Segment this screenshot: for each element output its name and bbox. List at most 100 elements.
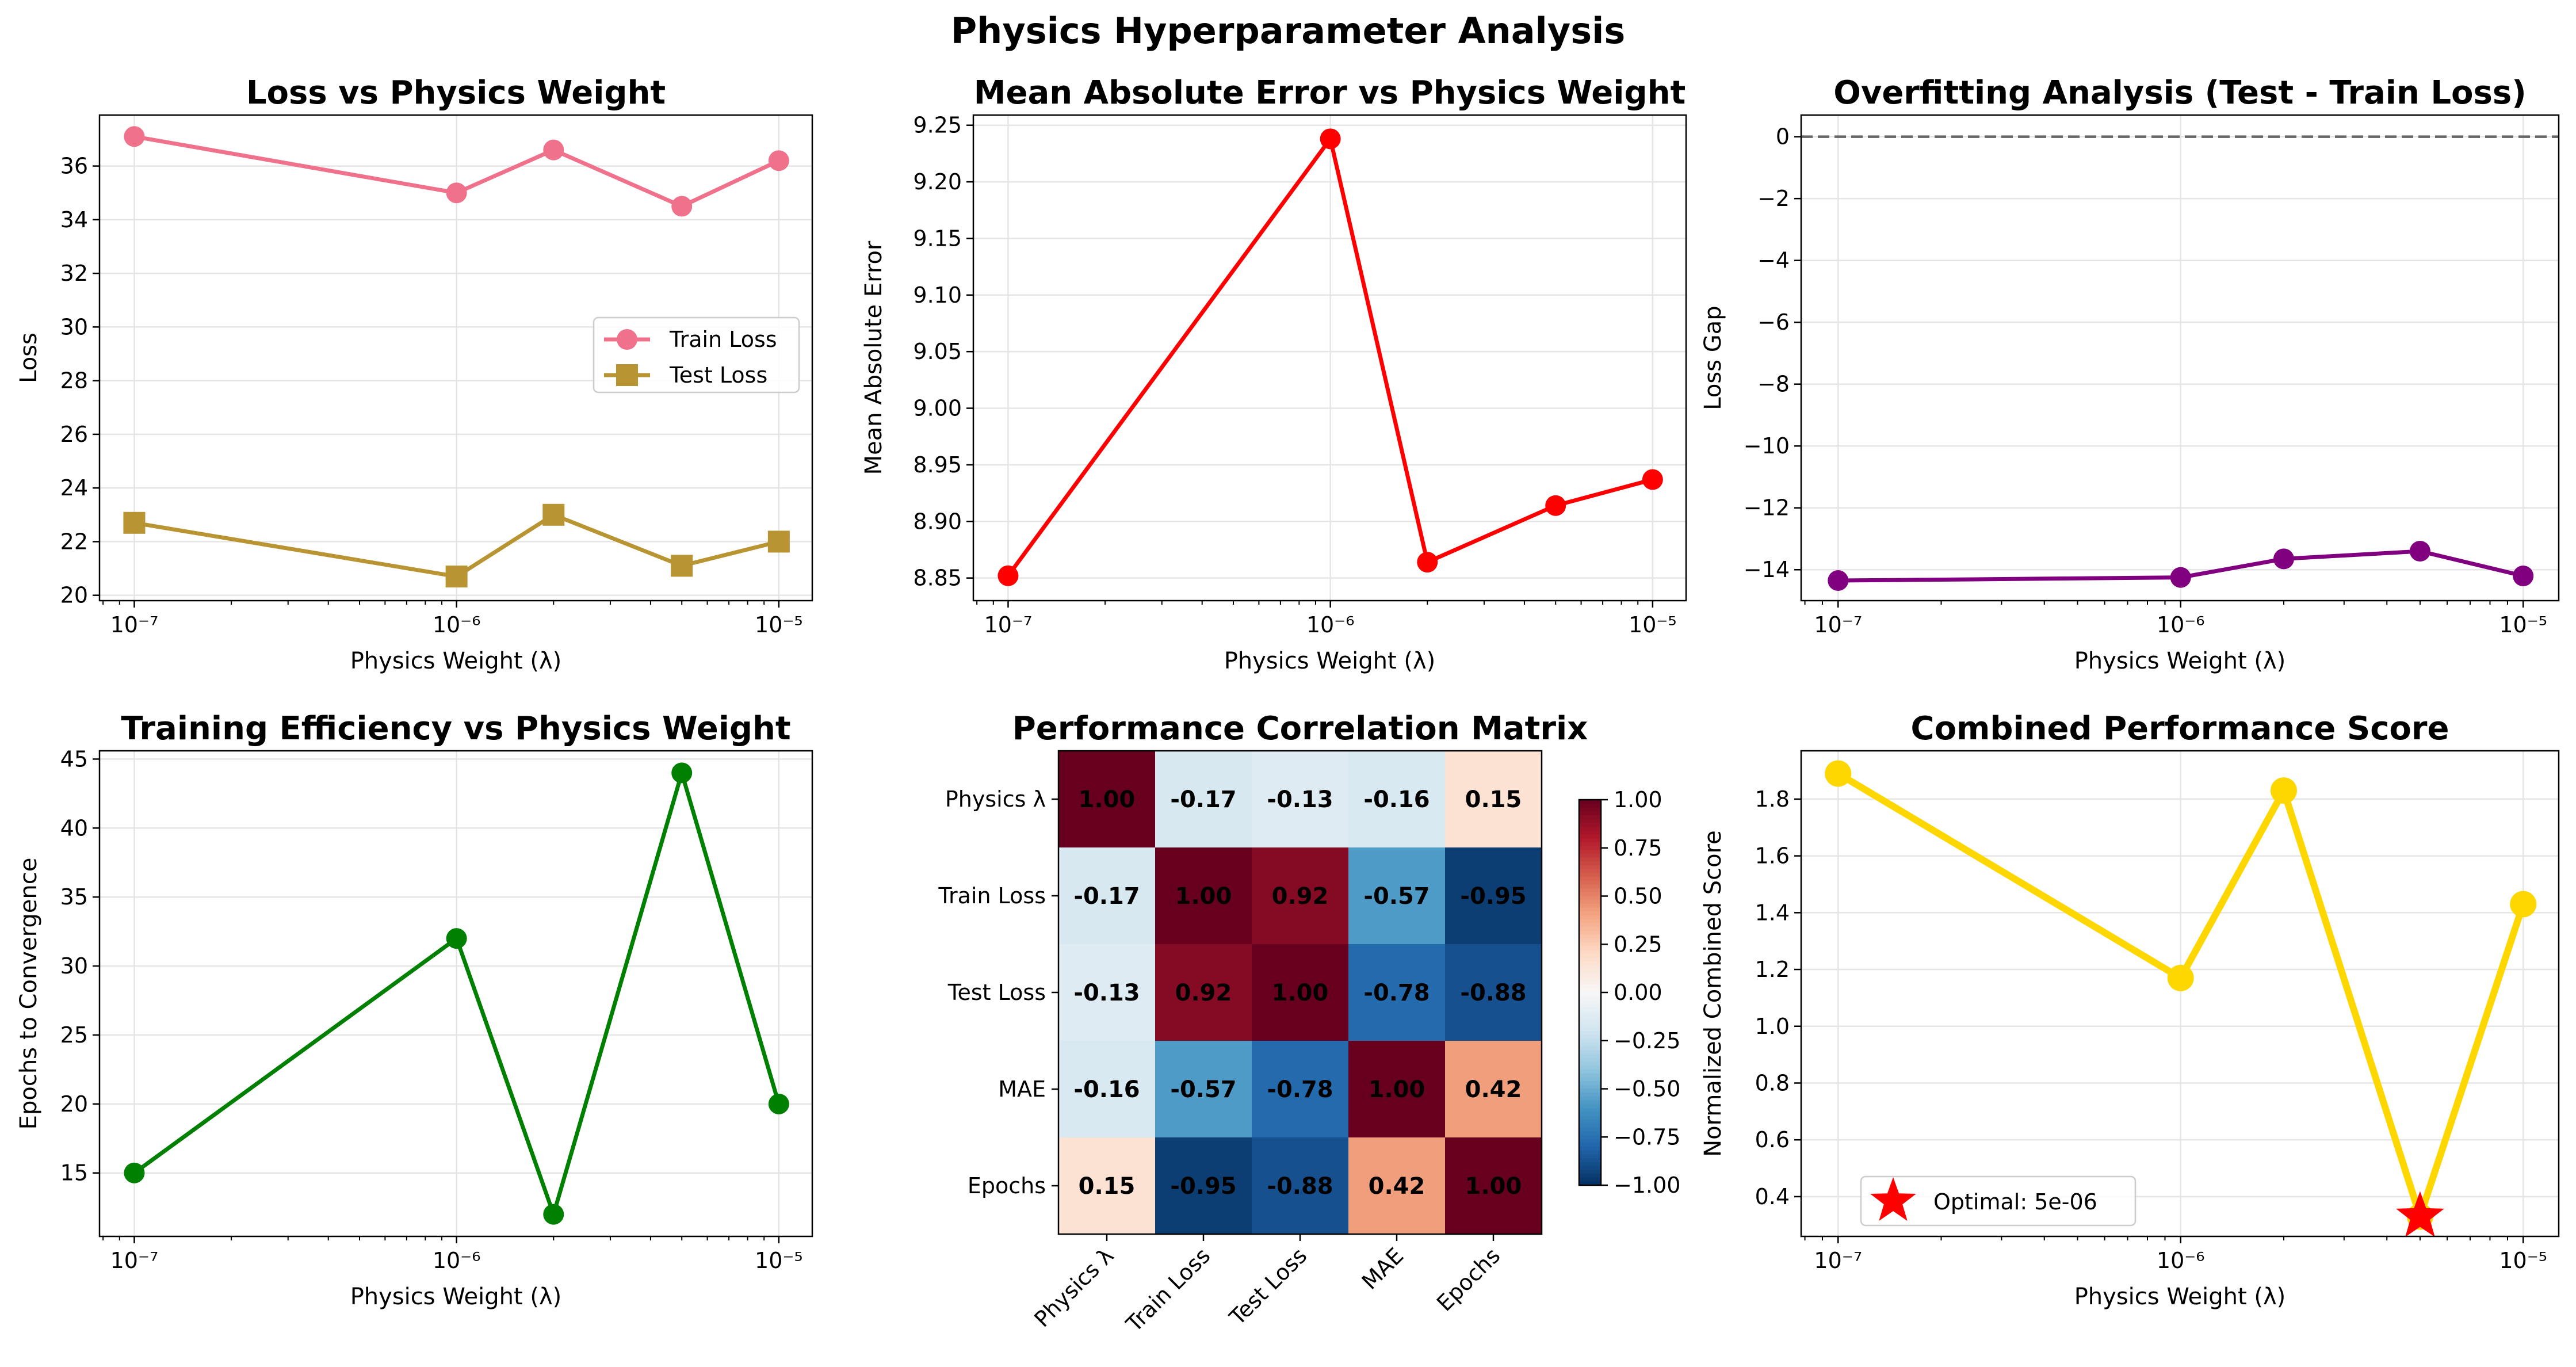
data-point bbox=[1825, 760, 1852, 787]
x-axis-label: Physics Weight (λ) bbox=[2074, 1284, 2286, 1310]
colorbar-segment bbox=[1579, 934, 1601, 939]
heatmap-cell-label: 1.00 bbox=[1272, 980, 1329, 1006]
legend-label: Train Loss bbox=[669, 327, 777, 352]
colorbar-segment bbox=[1579, 1000, 1601, 1005]
colorbar-segment bbox=[1579, 1123, 1601, 1128]
data-point bbox=[1642, 469, 1663, 490]
heatmap-cell bbox=[1155, 1137, 1252, 1235]
data-point bbox=[124, 126, 145, 147]
data-point bbox=[1417, 552, 1438, 573]
colorbar-tick-label: 0.25 bbox=[1614, 931, 1662, 957]
x-tick-label: 10⁻⁵ bbox=[2499, 612, 2547, 637]
y-tick-label: 20 bbox=[60, 583, 88, 608]
y-tick-label: 9.25 bbox=[913, 113, 962, 138]
colorbar-segment bbox=[1579, 1061, 1601, 1067]
heatmap-cell-label: 0.15 bbox=[1465, 786, 1522, 813]
chart-title: Performance Correlation Matrix bbox=[1012, 710, 1588, 747]
x-tick-label: 10⁻⁵ bbox=[1629, 612, 1677, 637]
colorbar-segment bbox=[1579, 984, 1601, 990]
x-axis-label: Physics Weight (λ) bbox=[2074, 648, 2286, 674]
colorbar-segment bbox=[1579, 1181, 1601, 1186]
colorbar-segment bbox=[1579, 850, 1601, 854]
colorbar-segment bbox=[1579, 1154, 1601, 1159]
colorbar-tick-label: 1.00 bbox=[1614, 787, 1662, 812]
colorbar-segment bbox=[1579, 873, 1601, 877]
colorbar-segment bbox=[1579, 1166, 1601, 1170]
heatmap-cell-label: -0.17 bbox=[1073, 883, 1140, 910]
y-tick-label: 30 bbox=[60, 953, 88, 979]
x-tick-label: 10⁻⁷ bbox=[110, 612, 159, 637]
colorbar-segment bbox=[1579, 1085, 1601, 1090]
colorbar-segment bbox=[1579, 1143, 1601, 1147]
colorbar-segment bbox=[1579, 838, 1601, 843]
colorbar-segment bbox=[1579, 988, 1601, 993]
colorbar-segment bbox=[1579, 811, 1601, 816]
x-tick-label: 10⁻⁶ bbox=[433, 612, 481, 637]
heatmap-cell bbox=[1445, 847, 1542, 945]
x-axis-label: Physics Weight (λ) bbox=[350, 648, 562, 674]
data-point bbox=[2167, 964, 2194, 991]
data-point bbox=[542, 503, 565, 526]
colorbar-segment bbox=[1579, 800, 1601, 804]
legend-box bbox=[1860, 1175, 2137, 1227]
colorbar-segment bbox=[1579, 950, 1601, 954]
panel-score: 10⁻⁷ 10⁻⁶ 10⁻⁵ 0.4 0.6 0.8 1.0 1.2 1.4 1.6 1.8 Comb… bbox=[1700, 710, 2560, 1310]
x-tick-label: Test Loss bbox=[1224, 1243, 1312, 1330]
y-tick-label: 8.95 bbox=[913, 452, 962, 478]
colorbar-segment bbox=[1579, 1096, 1601, 1101]
x-tick-label: 10⁻⁶ bbox=[2157, 1248, 2205, 1273]
data-point bbox=[2409, 540, 2430, 562]
heatmap-cell bbox=[1252, 847, 1349, 945]
colorbar-segment bbox=[1579, 1147, 1601, 1151]
data-point bbox=[671, 555, 693, 577]
x-tick-label: Epochs bbox=[1432, 1243, 1505, 1316]
x-tick-label: 10⁻⁵ bbox=[755, 612, 803, 637]
colorbar-segment bbox=[1579, 807, 1601, 812]
heatmap-cell-label: -0.95 bbox=[1460, 883, 1526, 910]
heatmap-cell bbox=[1058, 1041, 1156, 1138]
heatmap-cell bbox=[1445, 944, 1542, 1041]
colorbar-segment bbox=[1579, 823, 1601, 827]
colorbar-segment bbox=[1579, 857, 1601, 862]
panel-correlation: 1.00 -0.17 -0.13 -0.16 0.15 -0.17 1.00 0.92 -0.5… bbox=[938, 710, 1680, 1337]
x-tick-label: Physics λ bbox=[1029, 1243, 1118, 1332]
colorbar-segment bbox=[1579, 1066, 1601, 1070]
data-point bbox=[1545, 495, 1566, 516]
colorbar-segment bbox=[1579, 1162, 1601, 1167]
colorbar-segment bbox=[1579, 1170, 1601, 1174]
heatmap-cell bbox=[1058, 944, 1156, 1041]
y-tick-label: 35 bbox=[60, 884, 88, 910]
y-tick-label: 34 bbox=[60, 207, 88, 232]
heatmap-cell-label: 0.15 bbox=[1079, 1173, 1136, 1200]
data-point bbox=[1320, 128, 1341, 150]
colorbar-tick-label: −0.25 bbox=[1614, 1028, 1680, 1053]
y-tick-label: 1.0 bbox=[1755, 1014, 1790, 1039]
data-point bbox=[2273, 548, 2294, 570]
y-tick-label: 8.90 bbox=[913, 509, 962, 534]
y-tick-label: 9.05 bbox=[913, 339, 962, 364]
colorbar-segment bbox=[1579, 892, 1601, 897]
colorbar-segment bbox=[1579, 869, 1601, 874]
colorbar-segment bbox=[1579, 830, 1601, 835]
data-point bbox=[768, 1093, 789, 1114]
colorbar-segment bbox=[1579, 1139, 1601, 1144]
legend-label: Test Loss bbox=[669, 362, 767, 388]
colorbar-segment bbox=[1579, 992, 1601, 997]
colorbar-segment bbox=[1579, 1116, 1601, 1120]
optimal-star-marker bbox=[2396, 1191, 2444, 1237]
colorbar-segment bbox=[1579, 954, 1601, 959]
y-tick-label: 0.4 bbox=[1755, 1184, 1790, 1209]
y-tick-label: 26 bbox=[60, 422, 88, 447]
heatmap-cell-label: -0.78 bbox=[1267, 1076, 1333, 1103]
colorbar-tick-label: −1.00 bbox=[1614, 1173, 1680, 1198]
heatmap-cell bbox=[1445, 1041, 1542, 1138]
x-tick-label: 10⁻⁶ bbox=[1306, 612, 1355, 637]
heatmap-cell bbox=[1058, 847, 1156, 945]
colorbar-segment bbox=[1579, 900, 1601, 904]
x-tick-label: 10⁻⁵ bbox=[2499, 1248, 2547, 1273]
heatmap-cell bbox=[1348, 751, 1446, 848]
data-point bbox=[123, 511, 146, 534]
heatmap-cell bbox=[1445, 1137, 1542, 1235]
heatmap-cell bbox=[1155, 751, 1252, 848]
colorbar-segment bbox=[1579, 1108, 1601, 1113]
